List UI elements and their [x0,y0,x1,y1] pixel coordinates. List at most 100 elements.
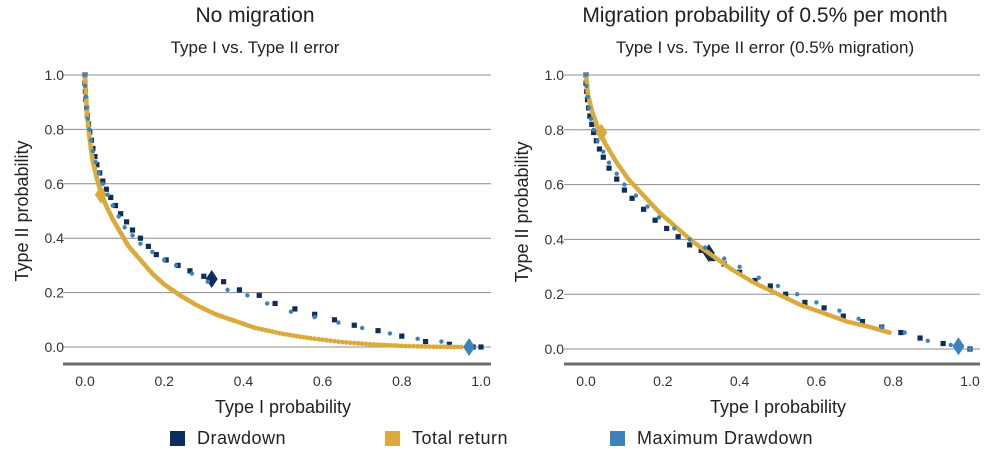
point-drawdown-migration [821,305,827,311]
point-total-return-no-migration [411,343,417,349]
point-max-drawdown-migration [902,330,907,335]
point-max-drawdown-migration [656,215,662,220]
x-tick-label-no-migration: 0.2 [154,373,174,389]
point-max-drawdown-migration [737,264,742,269]
point-total-return-no-migration [392,343,398,348]
point-total-return-no-migration [431,344,436,350]
point-max-drawdown-migration [775,283,781,289]
point-max-drawdown-no-migration [312,314,317,320]
point-total-return-no-migration [434,344,440,350]
point-max-drawdown-no-migration [83,94,88,99]
point-total-return-no-migration [403,343,409,349]
legend-label-total-return: Total return [412,428,509,448]
point-drawdown-no-migration [94,162,100,168]
point-total-return-no-migration [415,343,421,349]
point-max-drawdown-migration [837,308,842,313]
highlight-marker-max-drawdown-migration [952,337,965,356]
point-drawdown-no-migration [375,328,381,334]
y-tick-label-migration: 0.0 [545,341,565,357]
x-tick-label-migration: 0.4 [730,373,750,389]
point-max-drawdown-no-migration [264,301,270,306]
y-tick-label-no-migration: 0.0 [45,339,65,355]
point-max-drawdown-no-migration [88,138,94,143]
point-max-drawdown-no-migration [130,233,135,238]
point-total-return-no-migration [441,344,447,350]
point-max-drawdown-no-migration [85,116,90,121]
y-tick-label-no-migration: 1.0 [45,67,65,83]
point-drawdown-migration [802,299,808,306]
point-max-drawdown-migration [622,182,627,187]
chart-subtitle-migration: Type I vs. Type II error (0.5% migration… [615,38,915,57]
point-total-return-no-migration [359,341,365,347]
highlight-marker-total-return-no-migration [94,185,107,204]
point-total-return-no-migration [343,340,349,345]
point-max-drawdown-no-migration [82,83,88,89]
legend-swatch-max-drawdown [610,431,625,446]
point-drawdown-no-migration [478,344,484,350]
point-max-drawdown-no-migration [87,127,92,132]
point-total-return-no-migration [385,342,391,348]
point-drawdown-no-migration [100,178,106,184]
point-max-drawdown-migration [687,237,692,242]
point-drawdown-no-migration [92,154,98,160]
point-max-drawdown-migration [585,94,590,100]
point-max-drawdown-migration [586,105,592,111]
point-max-drawdown-no-migration [105,192,110,197]
point-max-drawdown-no-migration [150,249,155,254]
point-max-drawdown-migration [925,338,930,343]
point-total-return-no-migration [336,339,341,345]
point-max-drawdown-no-migration [415,336,420,342]
x-tick-label-migration: 0.6 [807,373,827,389]
x-tick-label-migration: 0.2 [653,373,673,389]
point-total-return-no-migration [328,338,333,344]
point-drawdown-migration [587,113,593,119]
point-drawdown-migration [898,329,904,336]
y-axis-label-no-migration: Type II probability [12,140,32,281]
point-drawdown-migration [664,225,670,232]
point-max-drawdown-migration [672,226,677,231]
point-max-drawdown-no-migration [100,181,106,186]
point-max-drawdown-migration [814,300,819,305]
y-tick-label-no-migration: 0.6 [45,176,65,192]
point-drawdown-no-migration [399,333,405,339]
chart-title-no-migration: No migration [195,4,315,27]
highlight-marker-max-drawdown-no-migration [463,338,476,356]
point-drawdown-migration [591,129,597,136]
y-tick-label-migration: 0.2 [545,286,565,302]
point-drawdown-migration [629,195,635,201]
point-total-return-no-migration [332,338,337,344]
x-tick-label-migration: 0.0 [576,373,596,389]
point-max-drawdown-migration [722,256,727,261]
point-max-drawdown-no-migration [336,320,341,325]
point-max-drawdown-no-migration [288,309,294,314]
point-max-drawdown-migration [588,116,594,122]
point-max-drawdown-no-migration [84,105,89,110]
point-max-drawdown-no-migration [245,293,250,298]
point-total-return-no-migration [367,341,373,347]
legend-item-drawdown: Drawdown [170,428,286,449]
point-max-drawdown-migration [601,149,606,154]
point-total-return-no-migration [308,335,314,341]
point-total-return-no-migration [444,344,450,350]
point-drawdown-migration [767,283,773,289]
point-max-drawdown-migration [614,171,619,176]
point-max-drawdown-migration [702,245,708,250]
point-total-return-no-migration [455,344,461,350]
point-max-drawdown-no-migration [138,241,143,246]
point-drawdown-no-migration [446,341,452,347]
x-tick-label-no-migration: 0.4 [234,373,254,389]
legend-label-max-drawdown: Maximum Drawdown [637,428,814,448]
point-total-return-no-migration [351,340,357,346]
point-drawdown-migration [614,176,620,182]
legend: Drawdown Total return Maximum Drawdown [0,428,1000,452]
point-total-return-no-migration [316,336,322,342]
point-max-drawdown-migration [795,292,800,297]
y-tick-label-no-migration: 0.2 [45,285,65,301]
point-total-return-no-migration [448,344,454,350]
point-max-drawdown-migration [591,127,596,132]
legend-label-drawdown: Drawdown [197,428,287,448]
point-total-return-no-migration [407,343,413,349]
point-drawdown-no-migration [123,219,130,225]
point-max-drawdown-migration [967,346,973,352]
chart-title-migration: Migration probability of 0.5% per month [582,4,948,27]
